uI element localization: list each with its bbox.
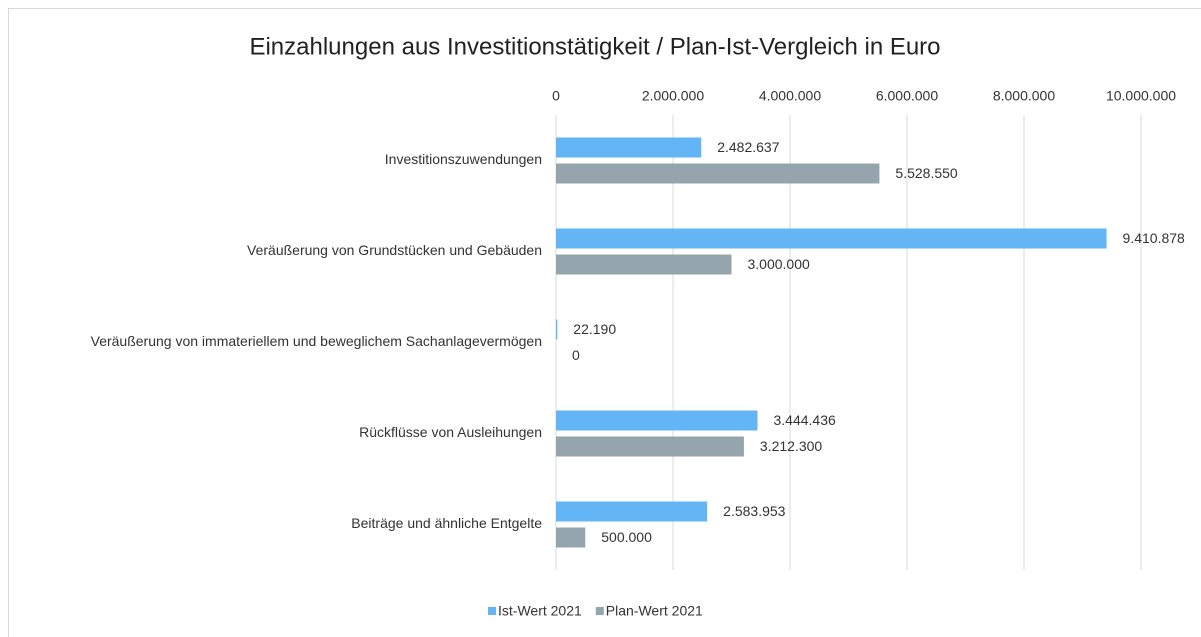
chart-title: Einzahlungen aus Investitionstätigkeit /… <box>249 33 940 60</box>
y-tick-label: Veräußerung von Grundstücken und Gebäude… <box>247 242 542 258</box>
y-tick-label: Investitionszuwendungen <box>385 151 542 167</box>
value-label: 3.000.000 <box>748 256 810 272</box>
value-label: 3.444.436 <box>773 412 835 428</box>
bar <box>556 319 558 340</box>
y-tick-label: Veräußerung von immateriellem und bewegl… <box>91 333 542 349</box>
legend-swatch <box>488 607 496 615</box>
value-label: 2.482.637 <box>717 139 779 155</box>
value-label: 9.410.878 <box>1123 230 1185 246</box>
value-label: 500.000 <box>601 529 652 545</box>
chart-frame <box>8 8 1201 637</box>
bar <box>556 254 732 275</box>
y-tick-label: Beiträge und ähnliche Entgelte <box>351 515 542 531</box>
y-tick-label: Rückflüsse von Ausleihungen <box>359 424 542 440</box>
x-tick-label: 10.000.000 <box>1106 88 1176 104</box>
legend-swatch <box>595 607 604 615</box>
value-label: 0 <box>572 347 580 363</box>
legend-label: Ist-Wert 2021 <box>498 603 582 619</box>
x-tick-label: 6.000.000 <box>876 88 938 104</box>
bar <box>556 436 744 457</box>
bar <box>556 137 702 158</box>
bar <box>556 228 1107 249</box>
x-tick-label: 2.000.000 <box>642 88 704 104</box>
bar <box>556 501 708 522</box>
value-label: 3.212.300 <box>760 438 822 454</box>
bar <box>556 527 586 548</box>
value-label: 2.583.953 <box>723 503 785 519</box>
legend-label: Plan-Wert 2021 <box>606 603 703 619</box>
value-label: 22.190 <box>573 321 616 337</box>
bar <box>556 163 880 184</box>
value-label: 5.528.550 <box>895 165 957 181</box>
x-tick-label: 4.000.000 <box>759 88 821 104</box>
x-tick-label: 8.000.000 <box>993 88 1055 104</box>
bar <box>556 410 758 431</box>
x-tick-label: 0 <box>552 88 560 104</box>
